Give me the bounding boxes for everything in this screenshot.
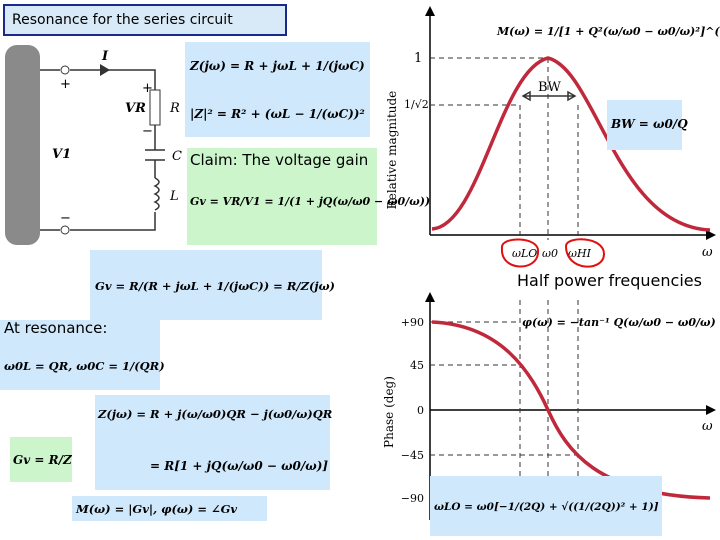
label: − [142,124,153,139]
equation: M(ω) = |Gv|, φ(ω) = ∠Gv [75,502,237,516]
note: Half power frequencies [517,271,702,290]
current-arrow [100,64,110,76]
equation: Gv = R/(R + jωL + 1/(jωC)) = R/Z(jω) [95,279,335,293]
axis-label: Phase (deg) [382,376,396,448]
tick-label: 1/√2 [404,98,429,111]
axis-label: ω [702,245,713,260]
guide-line [430,57,579,240]
label: R [169,101,180,116]
label: ωLO [512,247,537,260]
label: V1 [52,147,71,162]
tick-label: +90 [401,316,424,329]
tick-label: 0 [417,404,424,417]
eq-box [90,250,322,320]
claim-box [187,148,377,245]
eq-box [72,496,267,521]
bw-arrow [521,90,577,102]
equation: |Z|² = R² + (ωL − 1/(ωC))² [190,107,365,121]
label: + [142,81,153,96]
label: I [101,49,109,64]
title: Resonance for the series circuit [12,12,233,28]
equation: = R[1 + jQ(ω/ω0 − ω0/ω)] [150,459,328,473]
title-box [3,4,287,36]
equation: φ(ω) = −tan⁻¹ Q(ω/ω0 − ω0/ω) [522,316,716,329]
heading: At resonance: [4,319,107,337]
eq-box [430,476,662,536]
equation: BW = ω0/Q [610,117,688,131]
tick-label: 1 [414,51,422,66]
source-block [5,45,40,245]
axis [429,14,708,236]
tick-label: −45 [401,449,424,462]
label: + [60,77,71,92]
tick-label: −90 [401,492,424,505]
label: VR [125,101,146,116]
resistor [149,89,161,126]
eq-box [10,437,72,482]
equation: Gv = VR/V1 = 1/(1 + jQ(ω/ω0 − ω0/ω)) [190,195,430,208]
eq-box [95,395,330,490]
terminal [60,65,70,75]
capacitor [145,149,165,161]
axis-label: Relative magnitude [385,91,399,210]
equation: ωLO = ω0[−1/(2Q) + √((1/(2Q))² + 1)] [434,501,659,513]
arrowhead [425,292,716,415]
label: − [60,211,71,226]
equation: Z(jω) = R + j(ω/ω0)QR − j(ω0/ω)QR [97,407,332,421]
highlight [500,238,606,268]
equation: Gv = R/Z [13,453,73,467]
axis-label: ω [702,419,713,434]
inductor [153,177,160,211]
eq-box [0,320,160,390]
terminal [60,225,70,235]
equation: ω0L = QR, ω0C = 1/(QR) [4,359,165,373]
eq-box [185,42,370,137]
tick-label: 45 [410,359,424,372]
label: BW [538,80,562,95]
wire [40,69,156,231]
label: L [169,189,179,204]
label: ω0 [542,247,558,260]
label: ωHI [568,247,592,260]
magnitude-curve [431,56,711,232]
claim: Claim: The voltage gain [190,151,368,169]
equation: Z(jω) = R + jωL + 1/(jωC) [189,59,365,73]
eq-box [607,100,682,150]
label: C [172,149,182,164]
equation: M(ω) = 1/[1 + Q²(ω/ω0 − ω0/ω)²]^(1/2) [496,25,720,38]
